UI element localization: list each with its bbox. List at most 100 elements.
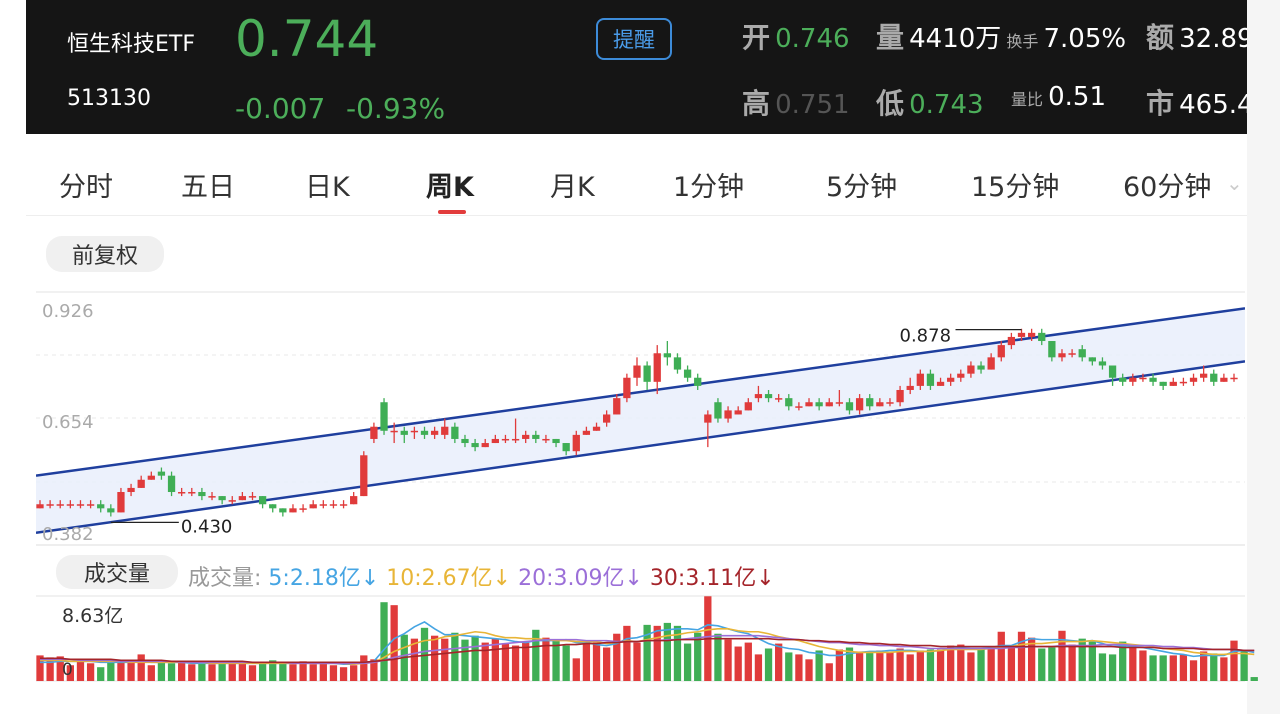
- tab-1min[interactable]: 1分钟: [673, 172, 745, 203]
- candle-body: [1129, 377, 1137, 382]
- volume-bar: [1038, 648, 1046, 681]
- tab-intraday[interactable]: 分时: [59, 172, 113, 203]
- volume-bar: [876, 650, 884, 681]
- candle-body: [238, 496, 247, 501]
- amount-stat: 额 32.89: [1146, 16, 1247, 56]
- tab-monthly-k[interactable]: 月K: [550, 172, 595, 203]
- max-price-label: 0.878: [900, 326, 952, 347]
- volume-bar: [511, 645, 520, 681]
- active-tab-indicator: [438, 210, 466, 214]
- volume-bar: [592, 642, 601, 681]
- candle-body: [299, 508, 307, 510]
- volume-bar: [1119, 641, 1127, 681]
- tab-5min[interactable]: 5分钟: [826, 172, 898, 203]
- candle-body: [97, 504, 105, 509]
- candle-body: [218, 496, 226, 501]
- open-value: 0.746: [775, 24, 850, 54]
- candle-body: [815, 402, 823, 407]
- volume-bar: [552, 640, 560, 681]
- candle-body: [562, 443, 570, 452]
- volume-bar: [663, 622, 671, 681]
- volume-max-label: 8.63亿: [62, 605, 123, 627]
- candle-body: [764, 394, 773, 399]
- volume-bar: [1098, 653, 1107, 681]
- volume-ma20-value: 20:3.09亿↓: [518, 566, 643, 591]
- volume-bar: [198, 663, 206, 681]
- tab-daily-k[interactable]: 日K: [305, 172, 350, 203]
- volume-bar: [218, 662, 226, 681]
- volume-bar: [603, 647, 611, 681]
- volume-bar: [208, 664, 216, 681]
- candle-body: [461, 438, 469, 444]
- candle-body: [916, 373, 924, 386]
- candle-body: [380, 402, 388, 431]
- remind-button[interactable]: 提醒: [596, 18, 672, 60]
- volume-bar: [258, 663, 267, 681]
- volume-bar: [420, 627, 429, 681]
- last-price: 0.744: [235, 10, 379, 68]
- volume-bar: [1230, 640, 1238, 681]
- candle-body: [855, 398, 864, 411]
- candle-body: [532, 434, 540, 439]
- volume-bar: [1169, 655, 1177, 681]
- volume-ma10-value: 10:2.67亿↓: [386, 566, 512, 591]
- volume-bar: [977, 649, 985, 681]
- volume-bar: [987, 648, 995, 681]
- candle-body: [673, 357, 682, 370]
- volume-bar: [1129, 646, 1137, 681]
- candle-body: [329, 504, 338, 506]
- volume-bar: [289, 664, 297, 681]
- volume-bar: [299, 661, 307, 681]
- chevron-down-icon[interactable]: ⌄: [1226, 171, 1243, 195]
- volume-bar: [97, 667, 105, 681]
- candle-body: [683, 369, 692, 378]
- volume-bar: [188, 664, 196, 681]
- candle-body: [66, 504, 74, 506]
- candle-body: [56, 504, 64, 506]
- vol-ratio-stat: 量比 0.51: [1011, 82, 1106, 112]
- volume-bar: [178, 662, 186, 681]
- volume-bar: [866, 652, 874, 681]
- volume-bar: [1240, 650, 1248, 681]
- volume-bar: [845, 647, 854, 681]
- candle-body: [339, 504, 348, 506]
- volume-bar: [947, 645, 955, 681]
- volume-bar: [86, 663, 95, 681]
- candle-body: [1048, 341, 1056, 358]
- volume-bar: [137, 654, 145, 681]
- candle-body: [1108, 365, 1117, 378]
- adjust-mode-chip[interactable]: 前复权: [46, 236, 164, 272]
- candle-body: [501, 438, 510, 441]
- volume-indicator-chip[interactable]: 成交量: [56, 555, 178, 589]
- candle-body: [633, 365, 641, 378]
- candle-body: [734, 410, 742, 415]
- volume-bar: [906, 654, 914, 681]
- volume-bar: [926, 649, 935, 681]
- candle-body: [147, 475, 155, 480]
- volume-bar: [339, 667, 348, 681]
- candle-body: [845, 402, 854, 411]
- tab-five-day[interactable]: 五日: [181, 172, 235, 203]
- candle-body: [653, 353, 661, 382]
- volume-bar: [967, 652, 975, 681]
- volume-bar: [754, 654, 763, 681]
- amount-label: 额: [1146, 21, 1175, 54]
- candle-body: [1139, 377, 1147, 380]
- candle-body: [613, 398, 621, 415]
- candle-body: [795, 406, 803, 408]
- volume-bar: [157, 662, 166, 681]
- volume-bar: [66, 665, 74, 681]
- candle-body: [107, 508, 115, 513]
- volume-bar: [491, 638, 499, 681]
- tab-60min[interactable]: 60分钟: [1123, 172, 1212, 203]
- candle-body: [279, 508, 287, 513]
- high-value: 0.751: [775, 90, 850, 120]
- candle-body: [643, 365, 651, 382]
- volume-bar: [673, 625, 682, 681]
- volume-bar: [653, 625, 661, 681]
- tab-15min[interactable]: 15分钟: [971, 172, 1060, 203]
- volume-bar: [522, 642, 530, 681]
- volume-bar: [1179, 654, 1188, 681]
- tab-weekly-k[interactable]: 周K: [426, 172, 474, 203]
